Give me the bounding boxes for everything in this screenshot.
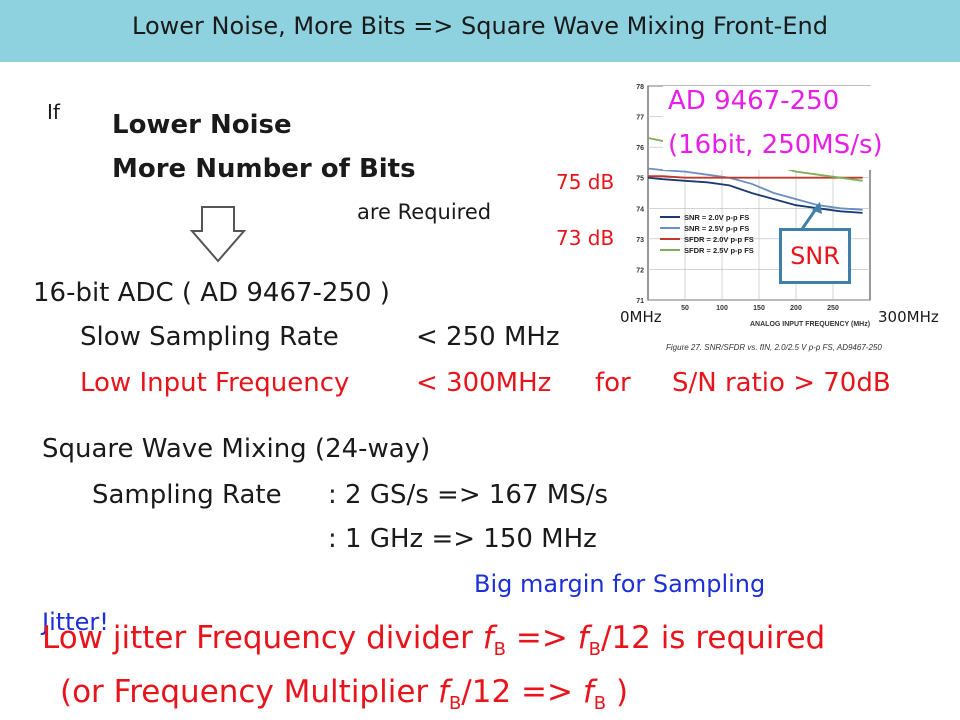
adc-heading: 16-bit ADC ( AD 9467-250 ) — [33, 278, 390, 308]
chart-title-line-2: (16bit, 250MS/s) — [668, 130, 883, 160]
slow-rate-value: < 250 MHz — [416, 322, 560, 352]
divider-line-1: Low jitter Frequency divider fB => fB/12… — [42, 620, 825, 660]
chart-legend: SNR = 2.0V p-p FS SNR = 2.5V p-p FS SFDR =… — [660, 213, 754, 255]
if-label: If — [47, 100, 60, 124]
fb-subscript: B — [493, 639, 506, 661]
divider-text-b: => — [506, 620, 578, 656]
fb-symbol-3: f — [438, 674, 449, 710]
y-label-75db: 75 dB — [556, 170, 615, 194]
x-tick-label: 50 — [681, 305, 689, 312]
mixing-heading: Square Wave Mixing (24-way) — [42, 434, 431, 464]
x-tick-label: 100 — [716, 305, 728, 312]
legend-entry: SFDR = 2.5V p-p FS — [684, 246, 754, 255]
slow-rate-label: Slow Sampling Rate — [80, 322, 339, 352]
jitter-text: Jitter! — [42, 608, 109, 636]
x-label-0mhz: 0MHz — [620, 308, 662, 326]
y-tick-label: 76 — [636, 145, 644, 152]
slide-title: Lower Noise, More Bits => Square Wave Mi… — [132, 12, 828, 40]
multiplier-text-c: ) — [606, 674, 629, 710]
sampling-rate-label: Sampling Rate — [92, 480, 282, 510]
y-tick-label: 75 — [636, 176, 644, 183]
low-freq-label: Low Input Frequency — [80, 368, 350, 398]
fb-subscript-2: B — [588, 639, 601, 661]
sampling-row-1: : 2 GS/s => 167 MS/s — [328, 480, 609, 510]
snr-badge: SNR — [779, 228, 851, 284]
multiplier-text-a: (or Frequency Multiplier — [60, 674, 439, 710]
divider-text-a: Low jitter Frequency divider — [42, 620, 483, 656]
chart-x-ticks: 50 100 150 200 250 — [681, 305, 839, 312]
title-bar — [0, 0, 960, 62]
y-tick-label: 77 — [636, 115, 644, 122]
chart-x-axis-label: ANALOG INPUT FREQUENCY (MHz) — [750, 321, 870, 328]
x-tick-label: 250 — [827, 305, 839, 312]
fb-symbol: f — [482, 620, 494, 656]
series-line-1 — [647, 176, 863, 214]
snr-pointer-arrow-icon — [798, 202, 822, 233]
snr-requirement: S/N ratio > 70dB — [672, 368, 891, 398]
divider-line-2: (or Frequency Multiplier fB/12 => fB ) — [60, 674, 628, 714]
legend-entry: SNR = 2.0V p-p FS — [684, 213, 749, 222]
x-label-300mhz: 300MHz — [878, 308, 939, 326]
y-tick-label: 74 — [636, 206, 644, 213]
y-label-73db: 73 dB — [556, 226, 615, 250]
more-bits-text: More Number of Bits — [112, 154, 416, 184]
series-line-2 — [647, 167, 863, 211]
fb-subscript-4: B — [593, 693, 607, 715]
multiplier-text-b: /12 => — [461, 674, 583, 710]
lower-noise-text: Lower Noise — [112, 110, 292, 140]
fb-symbol-2: f — [577, 620, 589, 656]
chart-title-line-1: AD 9467-250 — [668, 86, 840, 116]
x-tick-label: 150 — [753, 305, 765, 312]
x-tick-label: 200 — [790, 305, 802, 312]
fb-subscript-3: B — [448, 693, 462, 715]
chart-y-ticks: 78 77 76 75 74 73 72 71 — [636, 84, 644, 305]
for-text: for — [595, 368, 631, 398]
y-tick-label: 72 — [636, 267, 644, 274]
series-line-3 — [648, 175, 863, 179]
low-freq-value: < 300MHz — [416, 368, 552, 398]
chart-caption: Figure 27. SNR/SFDR vs. fIN, 2.0/2.5 V p… — [666, 343, 882, 352]
y-tick-label: 73 — [636, 237, 644, 244]
legend-entry: SNR = 2.5V p-p FS — [684, 224, 749, 233]
sampling-row-2: : 1 GHz => 150 MHz — [328, 524, 597, 554]
big-margin-text: Big margin for Sampling — [474, 570, 766, 598]
legend-entry: SFDR = 2.0V p-p FS — [684, 235, 754, 244]
are-required-text: are Required — [357, 200, 492, 224]
fb-symbol-4: f — [582, 674, 594, 710]
y-tick-label: 78 — [636, 84, 644, 91]
chart-title-backdrop — [663, 86, 923, 170]
divider-text-c: /12 is required — [600, 620, 826, 656]
down-arrow-icon — [190, 206, 246, 263]
y-tick-label: 71 — [636, 298, 644, 305]
